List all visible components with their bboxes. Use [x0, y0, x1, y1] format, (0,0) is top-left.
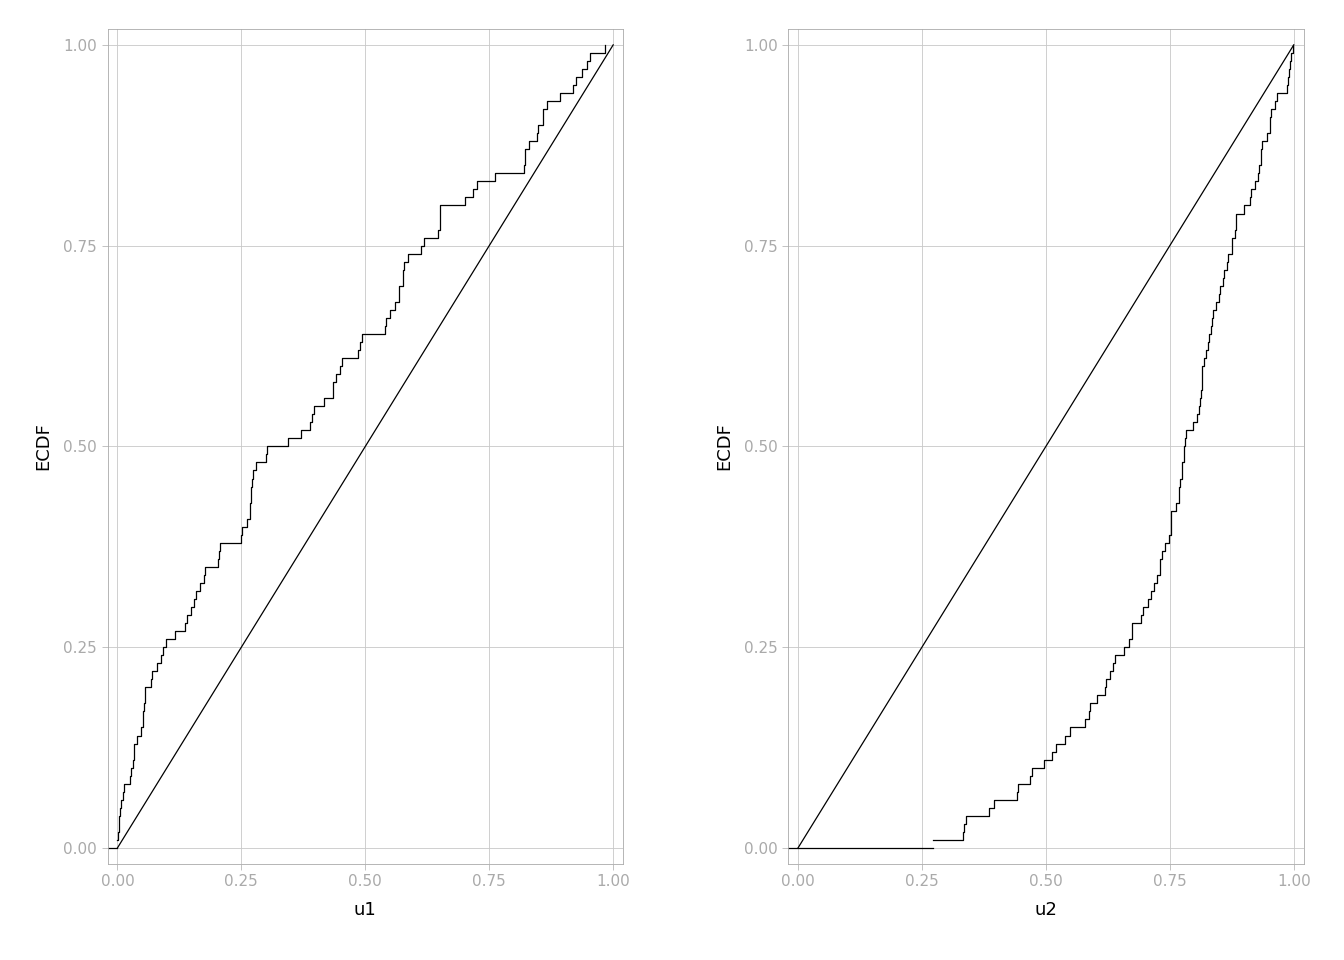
X-axis label: u1: u1	[353, 900, 376, 919]
Y-axis label: ECDF: ECDF	[34, 422, 52, 470]
X-axis label: u2: u2	[1035, 900, 1058, 919]
Y-axis label: ECDF: ECDF	[715, 422, 732, 470]
